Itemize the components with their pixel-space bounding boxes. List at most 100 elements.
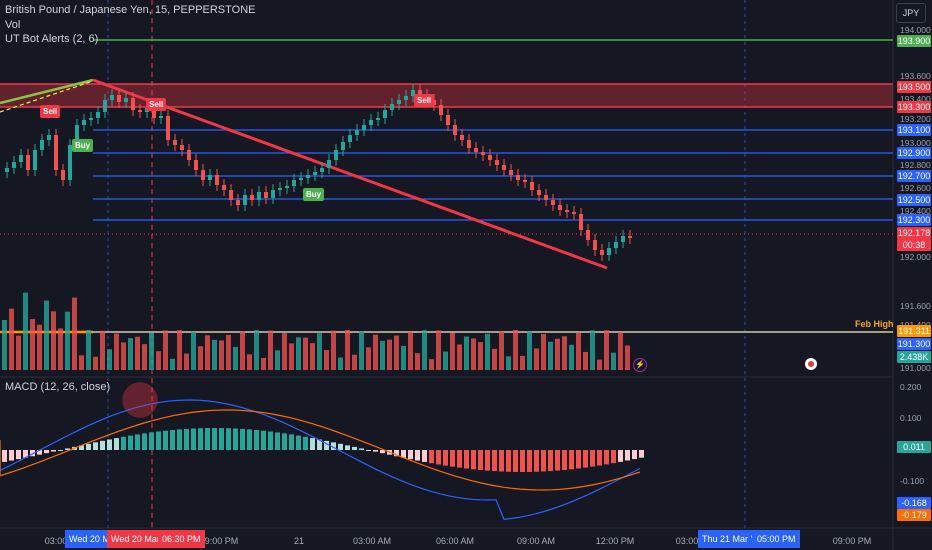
volume-bar	[422, 330, 427, 370]
lightning-icon[interactable]: ⚡	[633, 358, 647, 372]
time-tick: 09:00 AM	[516, 536, 556, 546]
volume-bar	[534, 348, 539, 370]
volume-bar	[366, 347, 371, 370]
event-marker-icon[interactable]	[805, 358, 817, 370]
volume-bar	[394, 335, 399, 370]
volume-bar	[436, 330, 441, 370]
volume-bar	[156, 351, 161, 370]
macd-bar	[618, 450, 623, 462]
volume-bar	[268, 330, 273, 370]
macd-bar	[611, 450, 616, 464]
macd-bar	[58, 450, 63, 451]
level-tag: 192.500	[897, 194, 931, 206]
volume-bar	[44, 300, 49, 370]
macd-bar	[422, 450, 427, 462]
candle	[187, 150, 191, 160]
level-tag: 193.300	[897, 101, 931, 113]
macd-bar	[149, 432, 154, 450]
volume-bar	[191, 331, 196, 370]
time-tick: 03:00	[675, 536, 699, 546]
candle	[404, 96, 408, 100]
macd-bar	[261, 430, 266, 450]
macd-bar	[464, 450, 469, 469]
buy-signal: Buy	[303, 188, 325, 201]
volume-bar	[240, 331, 245, 370]
candle	[516, 175, 520, 180]
macd-bar	[443, 450, 448, 466]
time-tick: 06:00 AM	[435, 536, 475, 546]
candle	[5, 168, 9, 172]
signal-line	[0, 409, 641, 491]
volume-bar	[429, 359, 434, 370]
volume-bar	[198, 346, 203, 370]
volume-bar	[128, 338, 133, 370]
macd-bar	[380, 450, 385, 454]
macd-bar	[163, 430, 168, 450]
price-tick: 192.600	[900, 183, 931, 193]
candle	[96, 112, 100, 118]
candle	[565, 210, 569, 212]
candle	[257, 192, 261, 200]
level-tag: 192.900	[897, 147, 931, 159]
volume-bar	[471, 338, 476, 370]
indicator-label[interactable]: UT Bot Alerts (2, 6)	[5, 33, 99, 45]
volume-bar	[527, 331, 532, 370]
price-tick: 193.000	[900, 138, 931, 148]
volume-bar	[408, 331, 413, 370]
price-tick: 193.600	[900, 71, 931, 81]
volume-bar	[373, 334, 378, 370]
price-tick: 192.000	[900, 252, 931, 262]
macd-bar	[107, 439, 112, 450]
candle	[523, 180, 527, 182]
currency-button[interactable]: JPY	[896, 3, 926, 23]
macd-bar	[548, 450, 553, 472]
candle	[285, 186, 289, 188]
macd-label[interactable]: MACD (12, 26, close)	[5, 381, 111, 393]
macd-bar	[16, 450, 21, 460]
macd-bar	[513, 450, 518, 472]
macd-bar	[254, 429, 259, 450]
volume-bar	[499, 330, 504, 370]
volume-bar	[296, 337, 301, 370]
macd-bar	[317, 439, 322, 450]
macd-bar	[30, 450, 35, 457]
volume-bar	[317, 333, 322, 370]
macd-bar	[401, 450, 406, 458]
candle	[593, 240, 597, 250]
candle	[558, 205, 562, 210]
macd-bar	[506, 450, 511, 472]
candle	[628, 236, 632, 238]
volume-bar	[352, 354, 357, 370]
volume-bar	[247, 354, 252, 370]
level-tag: 192.700	[897, 170, 931, 182]
candle	[369, 120, 373, 125]
candle	[502, 165, 506, 170]
volume-bar	[569, 344, 574, 370]
time-tick: 03:00 AM	[352, 536, 392, 546]
sell-signal: Sell	[40, 105, 61, 118]
volume-bar	[324, 350, 329, 370]
macd-bar	[198, 428, 203, 450]
macd-bar	[289, 434, 294, 450]
macd-bar	[555, 450, 560, 471]
volume-bar	[114, 333, 119, 370]
trend-line	[0, 80, 94, 113]
price-tick: 192.800	[900, 160, 931, 170]
candle	[194, 160, 198, 170]
candle	[439, 105, 443, 115]
candle	[362, 125, 366, 130]
price-tick: 193.200	[900, 114, 931, 124]
candle	[222, 185, 226, 190]
macd-bar	[597, 450, 602, 466]
candle	[488, 155, 492, 160]
volume-bar	[457, 344, 462, 370]
candle	[495, 160, 499, 165]
macd-bar	[51, 450, 56, 452]
candle	[509, 170, 513, 175]
macd-bar	[394, 450, 399, 457]
candle	[572, 212, 576, 214]
macd-bar	[212, 428, 217, 450]
macd-bar	[485, 450, 490, 471]
volume-bar	[86, 330, 91, 370]
